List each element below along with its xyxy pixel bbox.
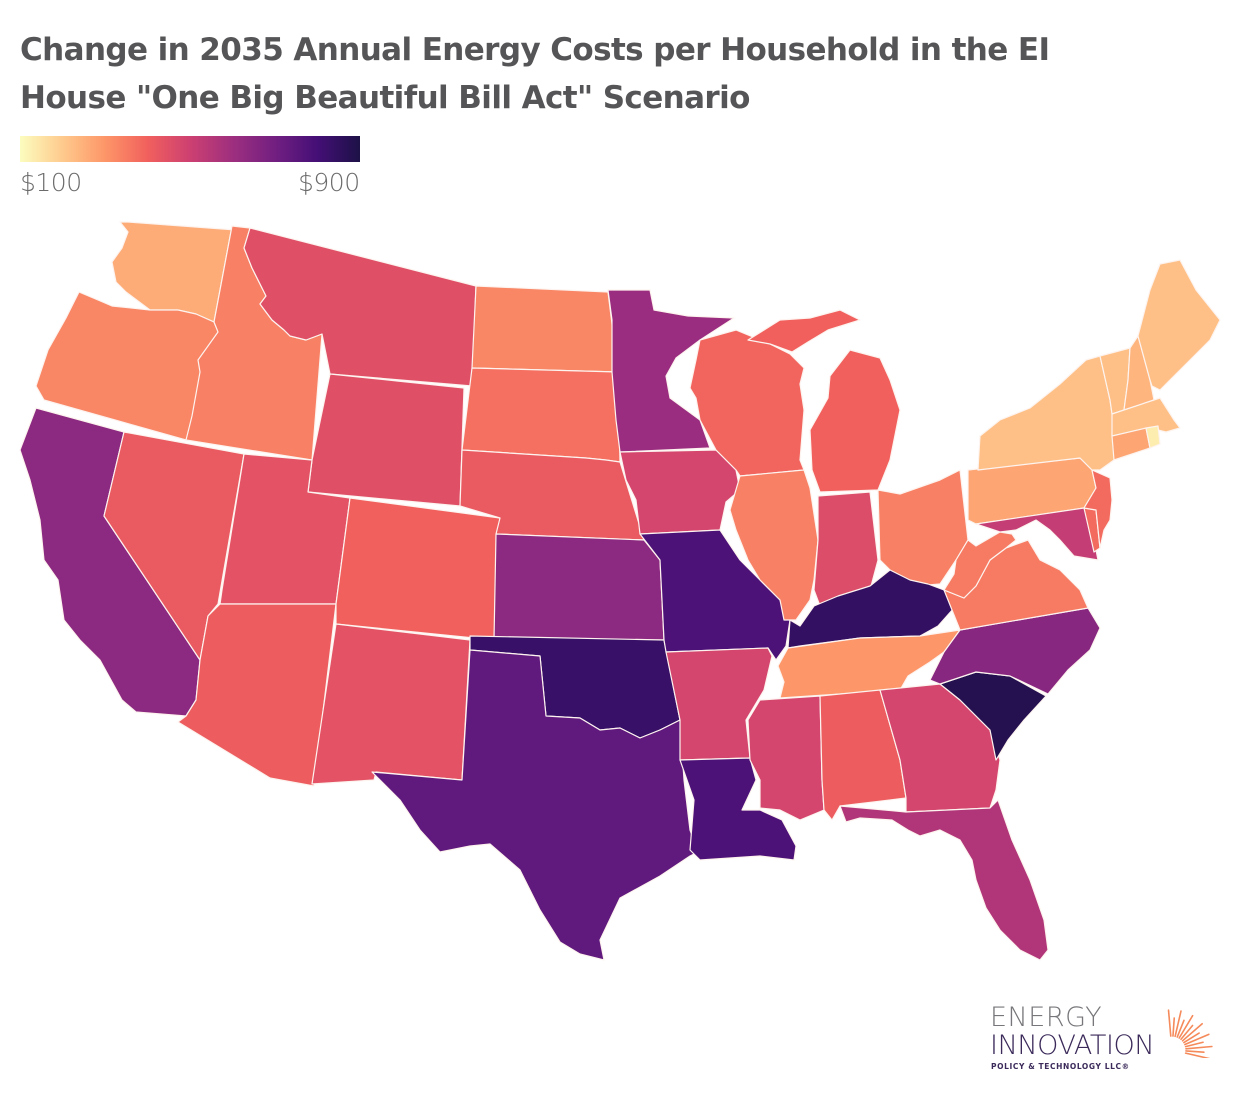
- sun-ray: [1172, 1017, 1176, 1037]
- state-ks: [493, 533, 665, 641]
- logo-text-innovation: INNOVATION: [990, 1030, 1155, 1061]
- state-mi: [747, 309, 901, 493]
- state-ar: [665, 647, 773, 761]
- state-ms: [747, 695, 825, 821]
- state-nc: [929, 607, 1101, 695]
- state-ny: [977, 355, 1117, 471]
- state-la: [679, 757, 797, 861]
- state-wy: [307, 373, 465, 507]
- state-me: [1137, 259, 1221, 391]
- sun-ray: [1185, 1050, 1205, 1054]
- sun-ray: [1184, 1041, 1204, 1048]
- sun-ray: [1185, 1045, 1213, 1050]
- state-mo: [639, 529, 791, 661]
- state-sd: [461, 367, 621, 463]
- logo-text-energy: ENERGY: [990, 1002, 1103, 1033]
- sunburst-icon: [1167, 1009, 1213, 1058]
- state-ri: [1145, 425, 1161, 449]
- sun-ray: [1167, 1009, 1172, 1037]
- sun-ray: [1180, 1024, 1194, 1041]
- state-nj: [1083, 469, 1113, 549]
- chart-title: Change in 2035 Annual Energy Costs per H…: [20, 26, 1220, 122]
- sun-ray: [1184, 1033, 1210, 1046]
- sun-ray: [1184, 1052, 1211, 1058]
- state-fl: [839, 799, 1049, 961]
- color-scale-legend: [20, 136, 360, 162]
- state-nm: [311, 623, 471, 785]
- legend-max-label: $900: [298, 168, 360, 197]
- state-nd: [471, 285, 619, 373]
- title-line-1: Change in 2035 Annual Energy Costs per H…: [20, 32, 1050, 68]
- sun-ray: [1183, 1032, 1200, 1044]
- state-ct: [1111, 427, 1151, 461]
- state-tx: [371, 649, 699, 961]
- us-states-map: [19, 221, 1221, 961]
- title-line-2: House "One Big Beautiful Bill Act" Scena…: [20, 80, 750, 116]
- legend-min-label: $100: [20, 168, 82, 197]
- sun-ray: [1176, 1019, 1185, 1038]
- state-wv: [943, 531, 1017, 599]
- logo-text-tagline: POLICY & TECHNOLOGY LLC®: [991, 1062, 1130, 1071]
- state-mn: [607, 289, 735, 453]
- state-ia: [619, 449, 741, 535]
- sun-ray: [1181, 1022, 1203, 1042]
- sun-ray: [1174, 1010, 1182, 1038]
- energy-innovation-logo: ENERGY INNOVATION POLICY & TECHNOLOGY LL…: [990, 1002, 1230, 1082]
- state-mt: [243, 227, 477, 387]
- sun-ray: [1178, 1014, 1194, 1039]
- state-tn: [777, 629, 961, 699]
- state-co: [335, 497, 501, 641]
